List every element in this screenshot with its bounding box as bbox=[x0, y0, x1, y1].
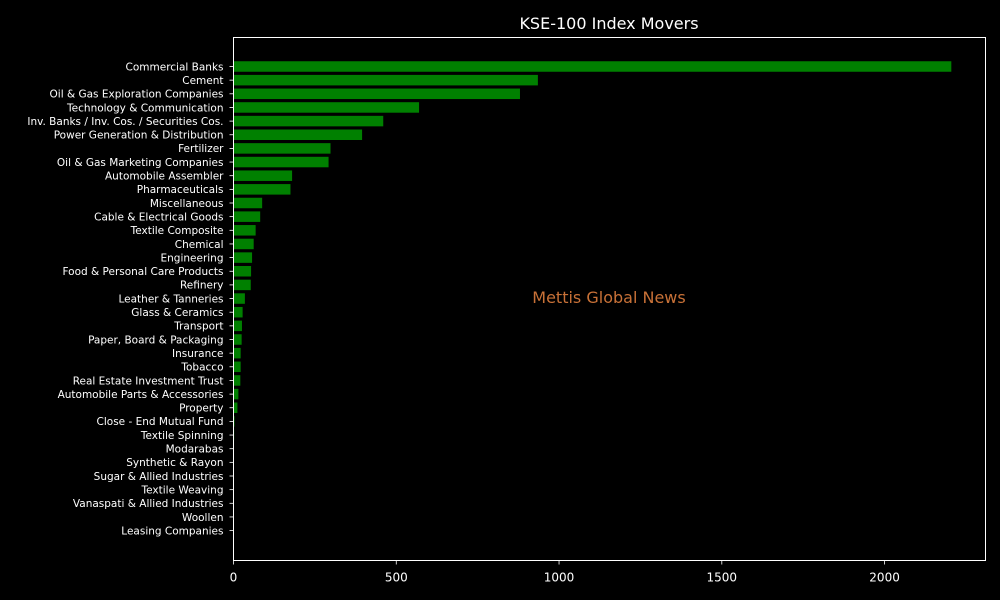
bar bbox=[233, 61, 952, 72]
category-labels: Commercial Banks Cement Oil & Gas Explorat… bbox=[27, 61, 234, 537]
category-label: Inv. Banks / Inv. Cos. / Securities Cos. bbox=[27, 116, 223, 128]
bar bbox=[233, 279, 251, 291]
bar bbox=[233, 170, 293, 181]
category-label: Leather & Tanneries bbox=[118, 293, 223, 305]
bar bbox=[233, 320, 242, 332]
category-label: Real Estate Investment Trust bbox=[73, 375, 224, 387]
x-tick-label: 2000 bbox=[869, 571, 900, 585]
bar bbox=[233, 184, 291, 195]
bar bbox=[233, 88, 520, 100]
watermark-text: Mettis Global News bbox=[532, 288, 685, 307]
bar bbox=[233, 388, 239, 400]
category-label: Commercial Banks bbox=[126, 61, 224, 73]
x-tick-label: 1500 bbox=[707, 571, 738, 585]
category-label: Automobile Parts & Accessories bbox=[58, 389, 224, 401]
bar bbox=[233, 115, 384, 127]
category-label: Cable & Electrical Goods bbox=[94, 211, 223, 223]
bar bbox=[233, 347, 241, 359]
category-label: Automobile Assembler bbox=[105, 171, 224, 183]
plot-frame bbox=[233, 37, 986, 561]
bar bbox=[233, 156, 329, 168]
category-label: Power Generation & Distribution bbox=[54, 130, 224, 142]
category-label: Leasing Companies bbox=[121, 525, 223, 537]
bar bbox=[233, 402, 238, 413]
bar bbox=[233, 334, 242, 345]
category-label: Sugar & Allied Industries bbox=[94, 471, 224, 483]
category-label: Property bbox=[179, 403, 223, 415]
category-label: Textile Weaving bbox=[141, 484, 224, 496]
category-label: Modarabas bbox=[166, 444, 224, 456]
category-label: Synthetic & Rayon bbox=[126, 457, 223, 469]
bar bbox=[233, 293, 245, 304]
category-label: Refinery bbox=[180, 280, 224, 292]
category-label: Pharmaceuticals bbox=[137, 184, 224, 196]
category-label: Chemical bbox=[175, 239, 224, 251]
bar bbox=[233, 225, 256, 236]
category-label: Technology & Communication bbox=[66, 102, 223, 114]
category-label: Glass & Ceramics bbox=[131, 307, 223, 319]
category-label: Close - End Mutual Fund bbox=[97, 416, 224, 428]
x-tick-label: 500 bbox=[385, 571, 408, 585]
bar bbox=[233, 143, 331, 154]
x-axis-ticks: 0 500 1000 1500 2000 bbox=[230, 560, 900, 585]
chart-title: KSE-100 Index Movers bbox=[519, 14, 698, 33]
category-label: Woollen bbox=[182, 512, 224, 524]
x-tick-label: 1000 bbox=[544, 571, 575, 585]
bar bbox=[233, 211, 261, 222]
bar bbox=[233, 102, 420, 113]
category-label: Engineering bbox=[161, 252, 224, 264]
bar bbox=[233, 238, 254, 250]
bar bbox=[233, 266, 252, 277]
bar bbox=[233, 252, 253, 263]
category-label: Tobacco bbox=[180, 362, 223, 374]
category-label: Miscellaneous bbox=[150, 198, 224, 210]
bar bbox=[233, 306, 243, 318]
bar bbox=[233, 129, 363, 140]
category-label: Cement bbox=[182, 75, 223, 87]
x-tick-label: 0 bbox=[230, 571, 238, 585]
category-label: Food & Personal Care Products bbox=[62, 266, 223, 278]
category-label: Vanaspati & Allied Industries bbox=[73, 498, 224, 510]
bars-layer bbox=[233, 61, 952, 523]
category-label: Fertilizer bbox=[178, 143, 224, 155]
bar bbox=[233, 375, 241, 386]
category-label: Insurance bbox=[172, 348, 224, 360]
bar bbox=[233, 197, 263, 209]
category-label: Textile Composite bbox=[130, 225, 224, 237]
category-label: Textile Spinning bbox=[140, 430, 224, 442]
bar bbox=[233, 361, 241, 373]
category-label: Oil & Gas Exploration Companies bbox=[50, 89, 224, 101]
category-label: Transport bbox=[173, 321, 223, 333]
category-label: Paper, Board & Packaging bbox=[88, 334, 223, 346]
category-label: Oil & Gas Marketing Companies bbox=[57, 157, 224, 169]
bar bbox=[233, 74, 538, 86]
